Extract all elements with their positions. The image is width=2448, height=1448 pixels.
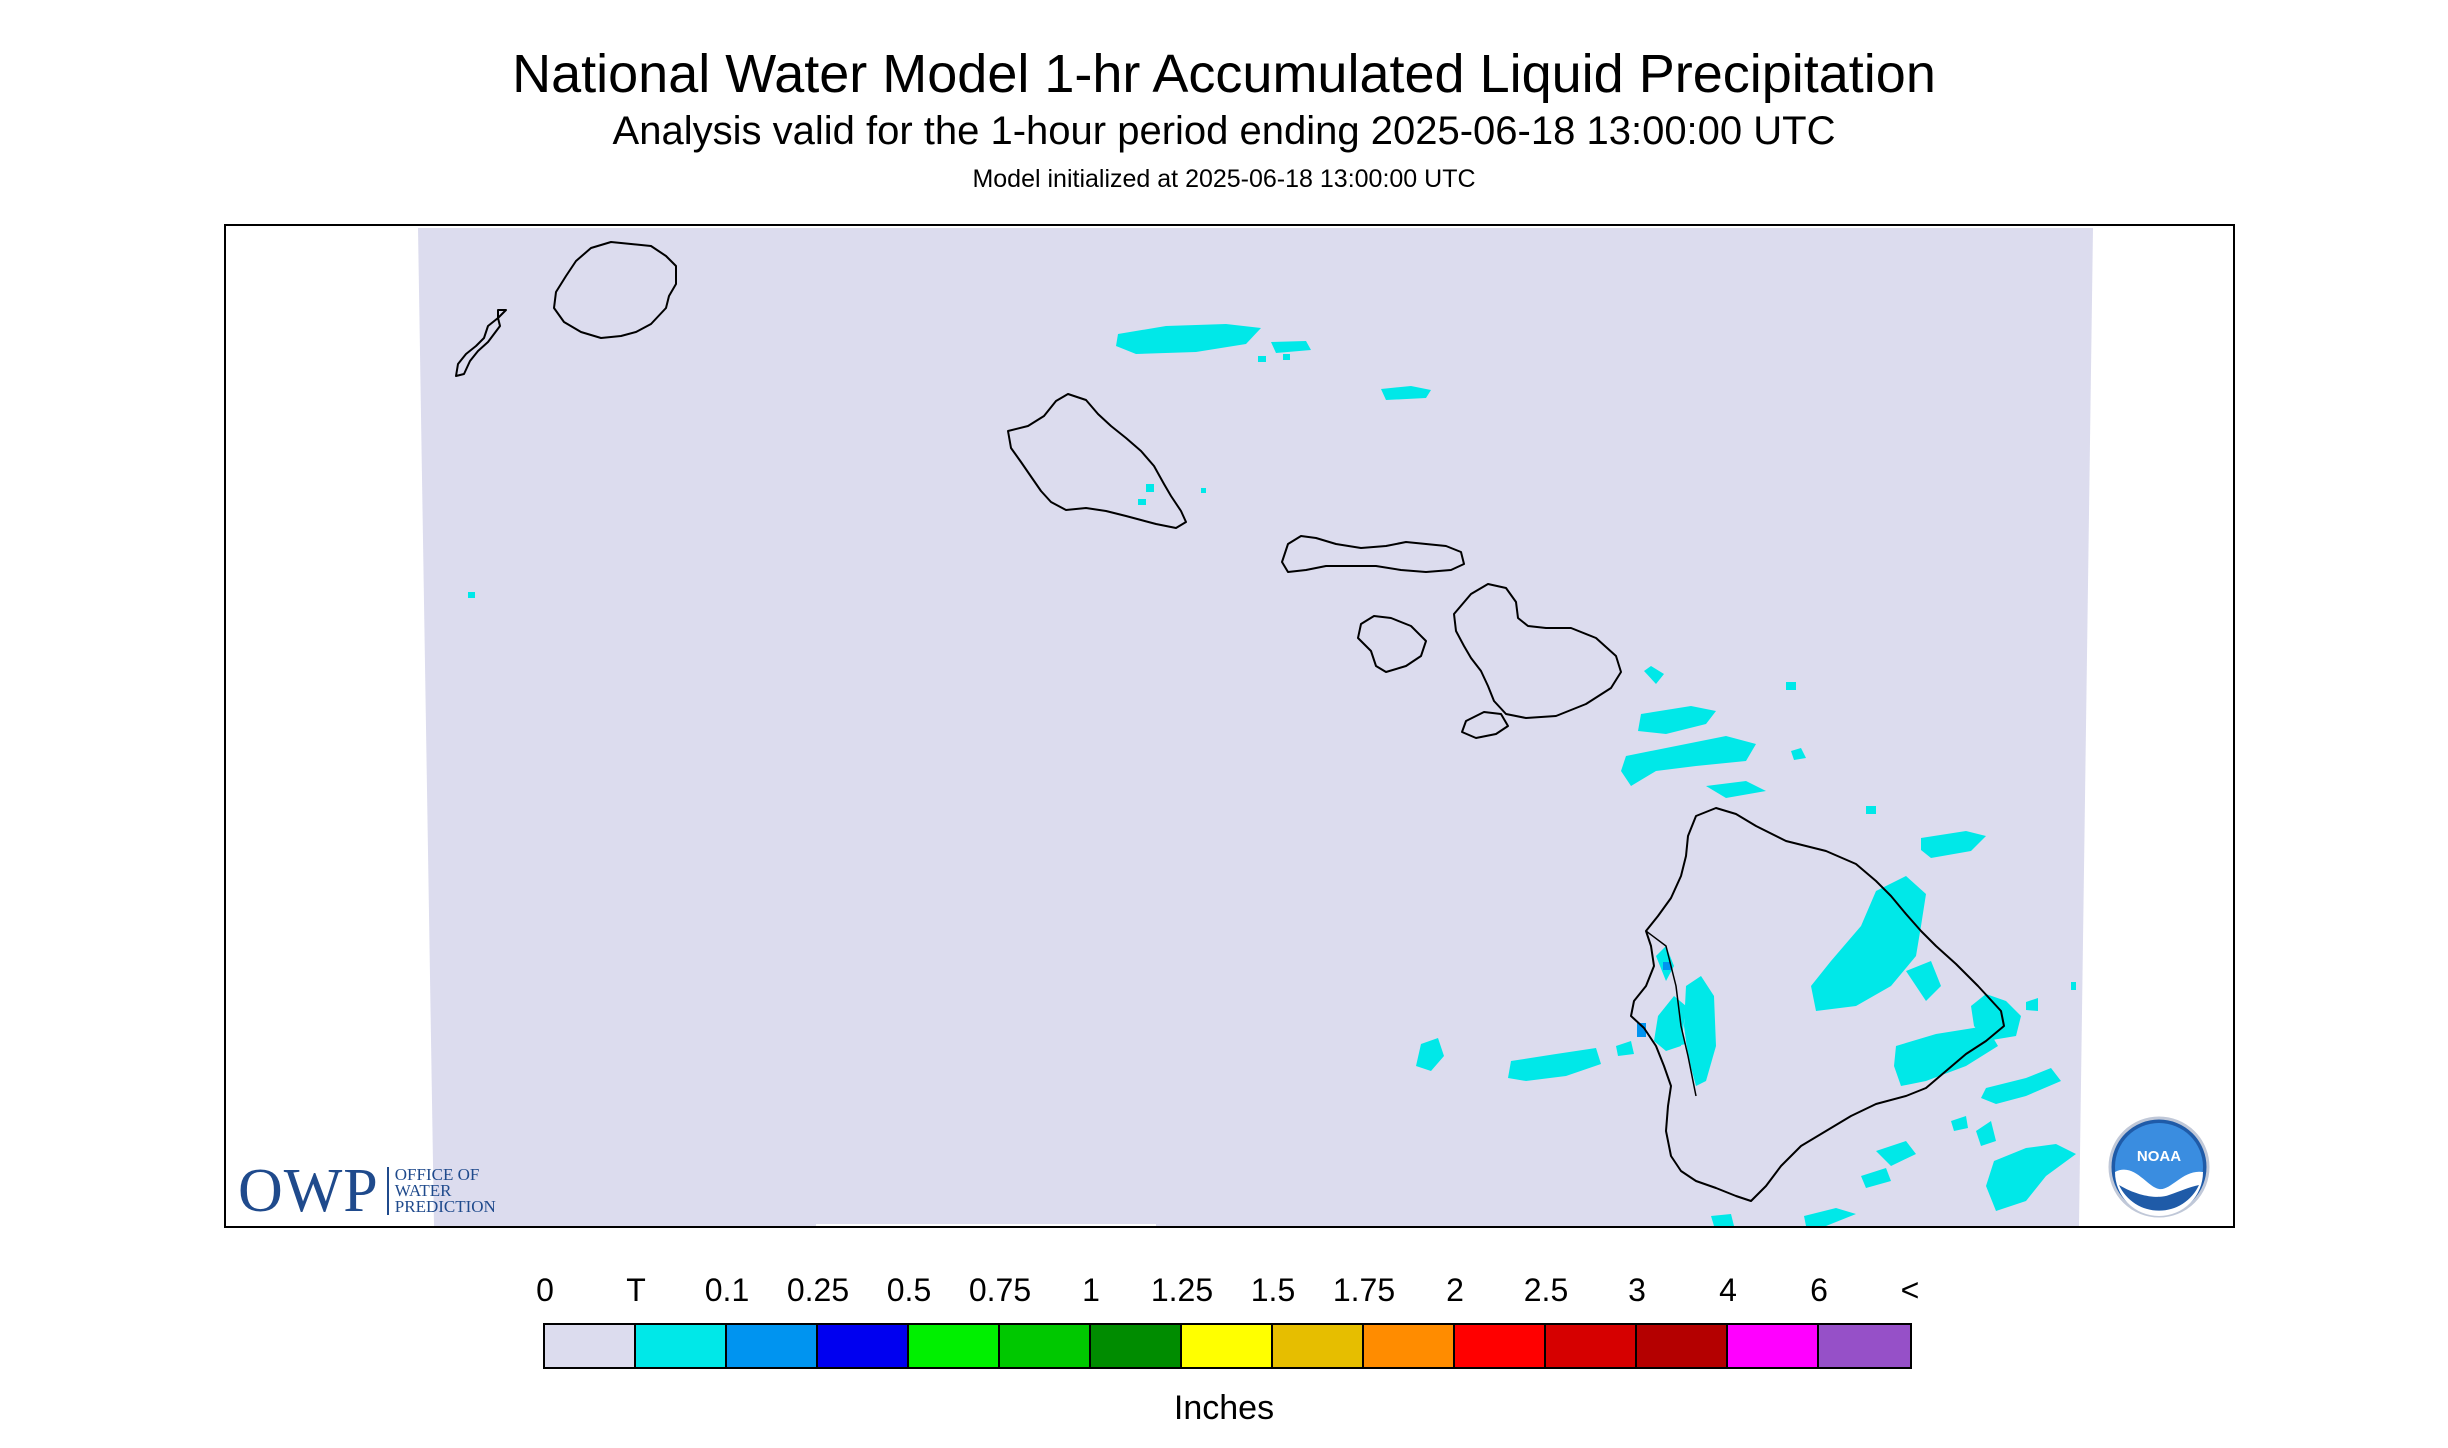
precip-map: NOAA <box>418 228 2210 1226</box>
legend-swatch-11 <box>1546 1325 1637 1367</box>
owp-logo: OWP OFFICE OF WATER PREDICTION <box>238 1157 496 1225</box>
legend-swatch-13 <box>1728 1325 1819 1367</box>
map-panel: NOAA OWP OFFICE OF WATER PREDICTION <box>224 224 2235 1228</box>
island-maui <box>1453 583 1622 719</box>
noaa-logo-text: NOAA <box>2137 1148 2181 1165</box>
legend-tick-label: 4 <box>1719 1272 1737 1308</box>
island-lanai <box>1357 615 1427 673</box>
legend-tick-label: 1 <box>1082 1272 1100 1308</box>
model-domain-background <box>418 228 2093 1226</box>
legend-swatch-4 <box>909 1325 1000 1367</box>
hawaii-district-line <box>1645 930 1697 1097</box>
legend-tick-label: 6 <box>1810 1272 1828 1308</box>
legend-swatch-8 <box>1273 1325 1364 1367</box>
owp-logo-text: OFFICE OF WATER PREDICTION <box>386 1165 496 1216</box>
legend-swatch-12 <box>1637 1325 1728 1367</box>
legend-tick-label: 0.5 <box>886 1272 932 1308</box>
map-title: National Water Model 1-hr Accumulated Li… <box>512 44 1936 104</box>
legend-swatch-2 <box>727 1325 818 1367</box>
legend-units: Inches <box>1173 1389 1275 1427</box>
legend-swatch-10 <box>1455 1325 1546 1367</box>
island-niihau <box>455 309 507 377</box>
legend-tick-label: 2 <box>1446 1272 1464 1308</box>
legend-tick-label: 0.75 <box>968 1272 1032 1308</box>
model-init-time: Model initialized at 2025-06-18 13:00:00… <box>972 165 1476 193</box>
legend-swatch-6 <box>1091 1325 1182 1367</box>
noaa-logo: NOAA <box>2108 1116 2210 1218</box>
legend-tick-label: 0 <box>536 1272 554 1308</box>
legend-tick-label: 1.75 <box>1332 1272 1396 1308</box>
legend-tick-label: 1.5 <box>1250 1272 1296 1308</box>
map-subtitle: Analysis valid for the 1-hour period end… <box>612 109 1836 153</box>
legend-swatch-5 <box>1000 1325 1091 1367</box>
owp-logo-line3: PREDICTION <box>394 1197 496 1216</box>
island-hawaii <box>1630 807 2005 1202</box>
island-kauai <box>553 241 677 339</box>
legend-tick-label: 3 <box>1628 1272 1646 1308</box>
legend-tick-label: 1.25 <box>1150 1272 1214 1308</box>
legend-swatch-3 <box>818 1325 909 1367</box>
precip-light-areas <box>1637 962 1671 1037</box>
legend-color-bar <box>543 1323 1912 1369</box>
legend-tick-label: T <box>626 1272 646 1308</box>
legend-swatch-0 <box>545 1325 636 1367</box>
legend-swatch-14 <box>1819 1325 1910 1367</box>
legend-swatch-1 <box>636 1325 727 1367</box>
owp-logo-line1: OFFICE OF <box>394 1165 480 1184</box>
legend-swatch-7 <box>1182 1325 1273 1367</box>
owp-logo-letters: OWP <box>238 1157 379 1225</box>
island-kahoolawe <box>1461 711 1509 739</box>
domain-notch <box>816 1224 1156 1226</box>
coastlines <box>455 241 2005 1202</box>
legend-tick-label: 0.1 <box>704 1272 750 1308</box>
precip-trace-areas <box>468 324 2076 1226</box>
legend-swatch-9 <box>1364 1325 1455 1367</box>
legend-tick-label: 0.25 <box>786 1272 850 1308</box>
legend-tick-label: < <box>1900 1272 1920 1308</box>
island-oahu <box>1007 393 1187 529</box>
legend-tick-label: 2.5 <box>1523 1272 1569 1308</box>
owp-logo-line2: WATER <box>394 1181 452 1200</box>
island-molokai <box>1281 535 1465 573</box>
